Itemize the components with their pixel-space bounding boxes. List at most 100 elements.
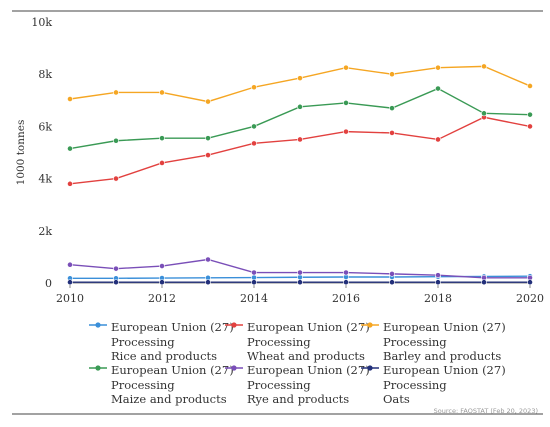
data-point (113, 265, 119, 272)
data-point (297, 136, 303, 143)
data-point (67, 180, 73, 187)
data-point (389, 270, 395, 277)
legend-swatch (89, 365, 107, 371)
data-point (251, 279, 257, 286)
y-axis-label: 1000 tonnes (15, 120, 27, 186)
legend-label-line: Processing (111, 377, 175, 392)
legend-label-line: European Union (27) (111, 363, 234, 377)
x-tick-label: 2018 (424, 292, 452, 305)
data-point (251, 269, 257, 276)
data-point (251, 84, 257, 91)
legend-swatch (225, 322, 243, 328)
legend-swatch-marker (367, 322, 373, 328)
data-point (389, 279, 395, 286)
legend-swatch-marker (231, 365, 237, 371)
legend-swatch-marker (95, 365, 101, 371)
data-point (343, 100, 349, 106)
y-tick-label: 10k (31, 16, 52, 29)
data-point (205, 279, 211, 286)
legend-swatch-marker (367, 365, 373, 371)
data-point (527, 83, 533, 89)
data-point (297, 279, 303, 286)
legend-label: European Union (27) Processing Wheat and p… (247, 320, 370, 364)
data-point (205, 98, 211, 105)
data-point (67, 96, 73, 102)
data-point (435, 272, 441, 279)
data-point (435, 85, 441, 92)
legend-swatch (89, 322, 107, 328)
legend-label: European Union (27) Processing Maize and p… (111, 363, 234, 407)
data-point (159, 279, 165, 286)
data-point (435, 136, 441, 143)
legend-label-line: European Union (27) (383, 320, 506, 334)
data-point (297, 269, 303, 276)
legend-swatch-marker (231, 322, 237, 328)
legend-label-line: Rye and products (247, 392, 350, 406)
data-point (205, 152, 211, 159)
data-point (113, 175, 119, 182)
legend-label-line: Processing (383, 334, 447, 349)
data-point (435, 279, 441, 286)
data-point (389, 71, 395, 78)
y-tick-label: 2k (38, 225, 52, 238)
data-point (297, 103, 303, 110)
data-point (527, 123, 533, 130)
data-point (527, 111, 533, 118)
legend-swatch (225, 365, 243, 371)
data-point (67, 279, 73, 286)
data-point (527, 279, 533, 286)
data-point (343, 269, 349, 276)
data-point (159, 135, 165, 142)
data-point (113, 279, 119, 286)
y-tick-label: 6k (38, 120, 52, 133)
x-tick-label: 2014 (240, 292, 268, 305)
data-point (343, 279, 349, 286)
data-point (67, 145, 73, 152)
legend-label-line: Processing (111, 334, 175, 349)
legend-label: European Union (27) Processing Rice and pr… (111, 320, 234, 364)
legend-label-line: European Union (27) (111, 320, 234, 334)
x-tick-label: 2020 (516, 292, 544, 305)
legend-label: European Union (27) Processing Barley and … (383, 320, 506, 364)
legend-label-line: Processing (247, 334, 311, 349)
legend-label-line: Oats (383, 392, 410, 406)
legend-label-line: Processing (383, 377, 447, 392)
legend-label-line: Maize and products (111, 392, 227, 406)
data-point (481, 279, 487, 286)
y-tick-label: 4k (38, 173, 52, 186)
data-point (113, 89, 119, 96)
legend-swatch (361, 365, 379, 371)
legend-label: European Union (27) Processing Oats (383, 363, 506, 407)
series-line (69, 65, 531, 103)
legend-label-line: European Union (27) (383, 363, 506, 377)
x-tick-label: 2012 (148, 292, 176, 305)
data-point (251, 140, 257, 147)
y-tick-label: 0 (45, 277, 52, 290)
legend-label-line: European Union (27) (247, 363, 370, 377)
x-tick-label: 2010 (56, 292, 84, 305)
data-point (343, 64, 349, 71)
data-point (159, 263, 165, 269)
x-tick-label: 2016 (332, 292, 360, 305)
legend-swatch (361, 322, 379, 328)
data-point (159, 160, 165, 166)
data-point (435, 64, 441, 71)
data-point (205, 256, 211, 263)
legend-label-line: Rice and products (111, 349, 218, 363)
data-point (159, 89, 165, 96)
data-point (67, 261, 73, 268)
legend-label-line: European Union (27) (247, 320, 370, 334)
data-point (389, 105, 395, 112)
legend-label-line: Barley and products (383, 349, 502, 363)
legend-label: European Union (27) Processing Rye and pro… (247, 363, 370, 407)
series-group (67, 63, 533, 286)
source-note: Source: FAOSTAT (Feb 20, 2023) (433, 407, 538, 415)
legend-label-line: Wheat and products (247, 349, 365, 363)
legend-label-line: Processing (247, 377, 311, 392)
data-point (251, 123, 257, 130)
data-point (481, 110, 487, 117)
data-point (343, 128, 349, 135)
data-point (481, 63, 487, 70)
legend: European Union (27) Processing Rice and pr… (87, 320, 527, 406)
